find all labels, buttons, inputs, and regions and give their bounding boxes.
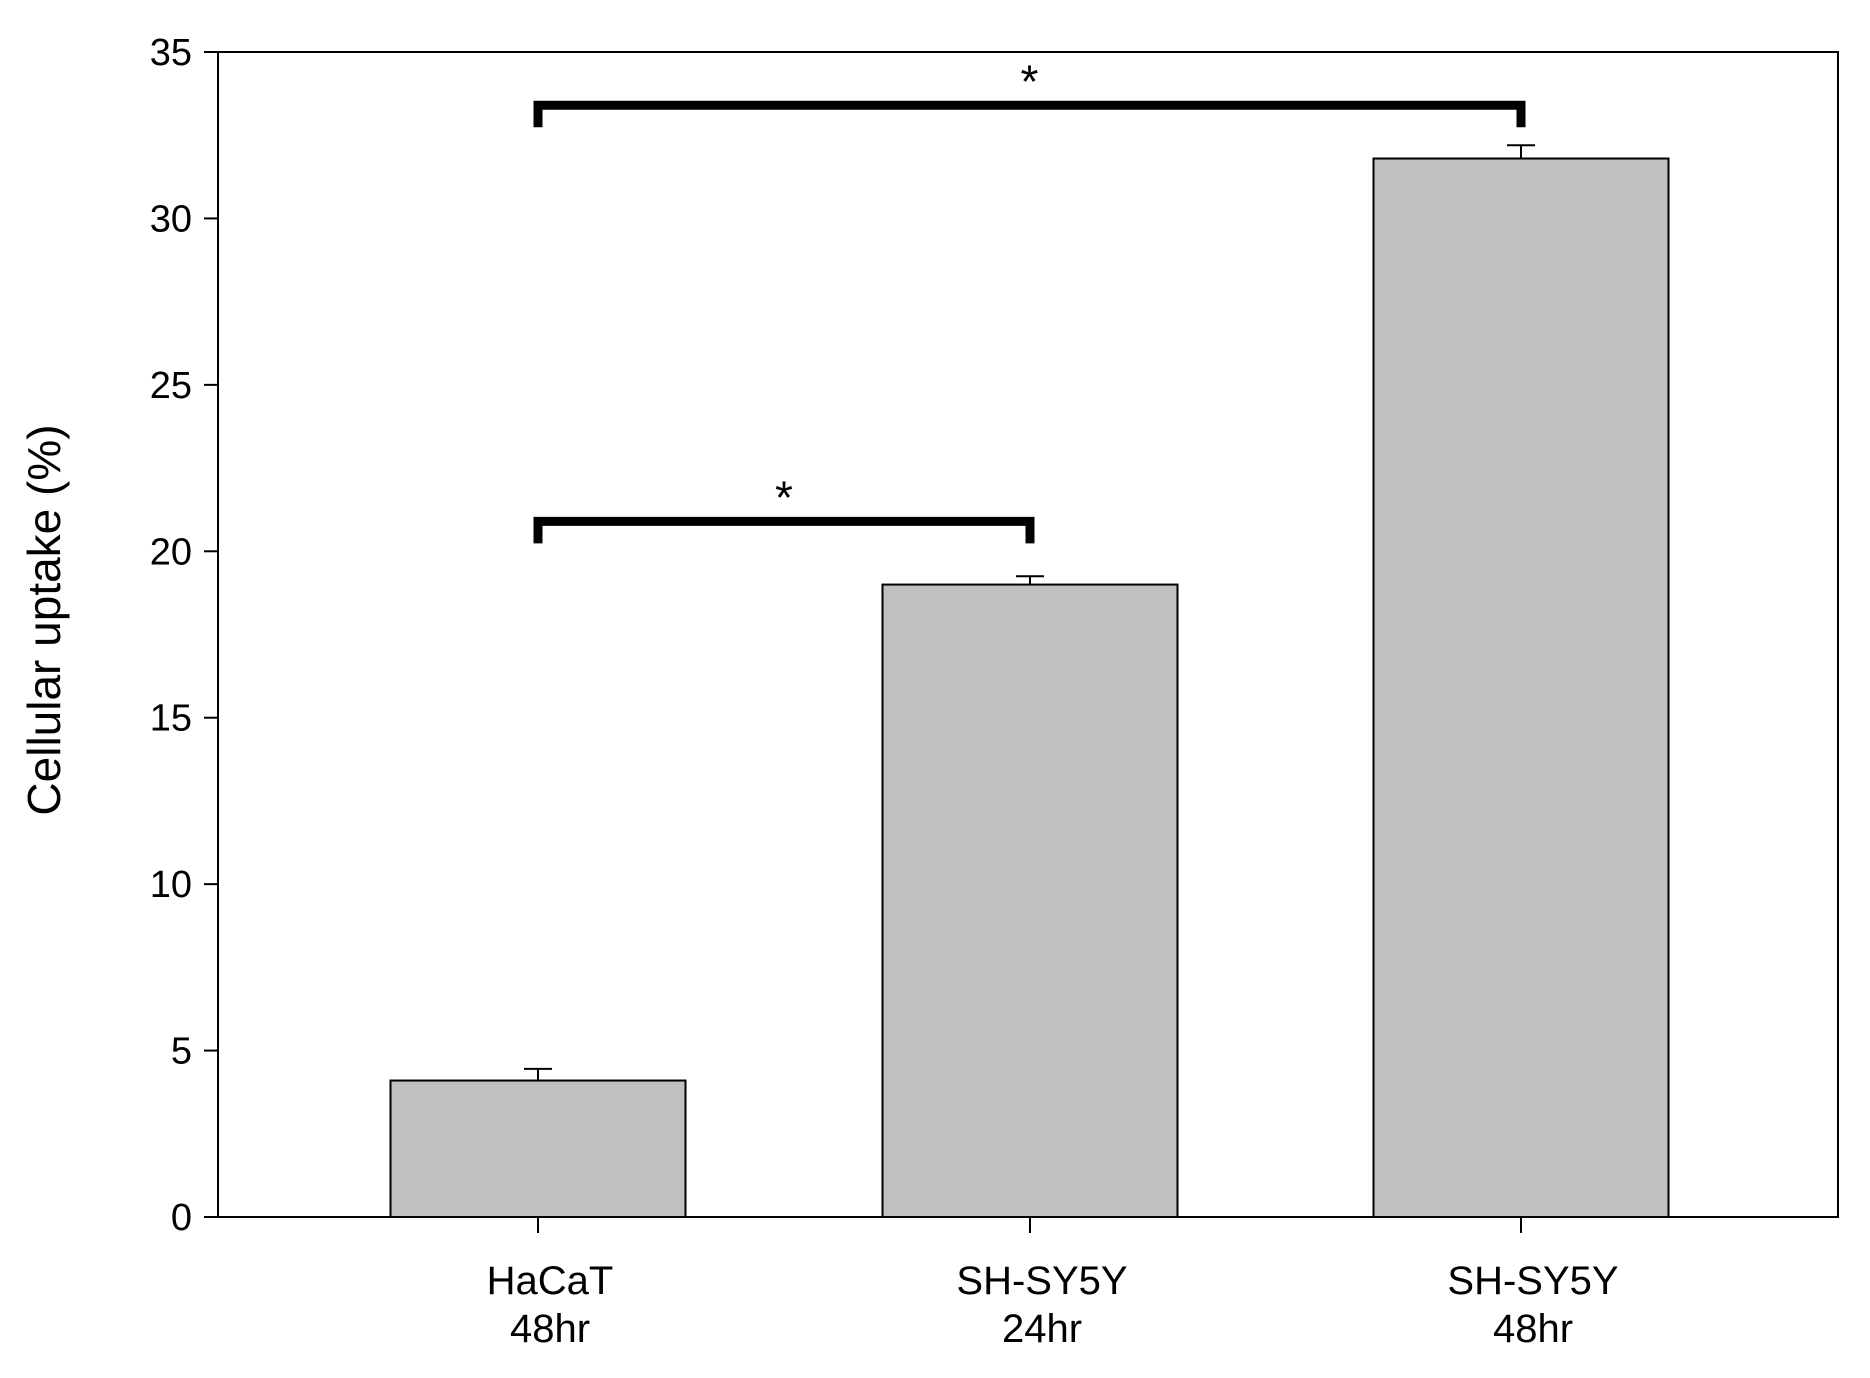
y-tick-label: 30	[150, 198, 192, 240]
x-category-label: SH-SY5Y	[1447, 1259, 1618, 1303]
significance-bracket	[533, 516, 1035, 544]
x-category-label: HaCaT	[487, 1259, 614, 1303]
x-category-sublabel: 48hr	[1493, 1307, 1573, 1351]
x-category-label: SH-SY5Y	[956, 1259, 1127, 1303]
x-category-sublabel: 48hr	[510, 1307, 590, 1351]
y-tick-label: 5	[171, 1031, 192, 1073]
y-tick-label: 35	[150, 32, 192, 74]
y-tick-label: 10	[150, 864, 192, 906]
bar	[1372, 157, 1670, 1218]
x-category-sublabel: 24hr	[1002, 1307, 1082, 1351]
bar	[389, 1079, 687, 1218]
y-tick-label: 20	[150, 531, 192, 573]
y-tick-label: 25	[150, 365, 192, 407]
bar	[881, 583, 1179, 1218]
y-tick-label: 15	[150, 698, 192, 740]
significance-bracket	[533, 100, 1526, 128]
y-axis-title: Cellular uptake (%)	[18, 424, 70, 815]
y-tick-label: 0	[171, 1197, 192, 1239]
significance-star: *	[1021, 55, 1039, 107]
significance-star: *	[775, 471, 793, 523]
